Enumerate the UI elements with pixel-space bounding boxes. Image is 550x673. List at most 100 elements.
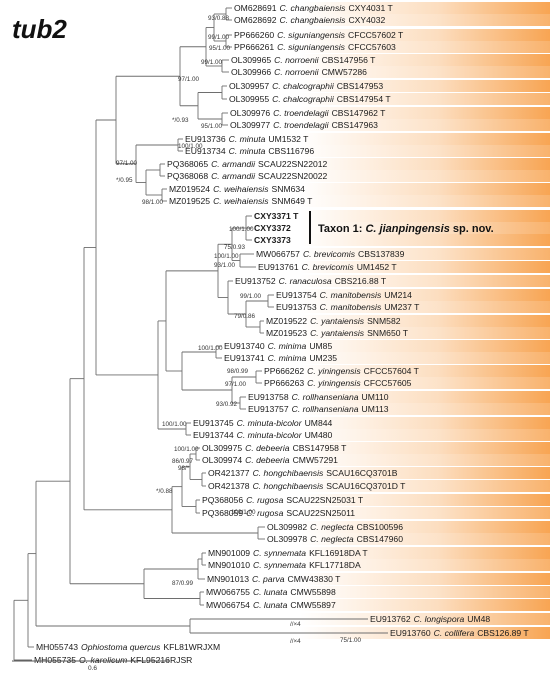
row-band — [300, 417, 550, 429]
tip-accession: MZ019522 — [266, 316, 307, 326]
tip-species: C. lunata — [253, 587, 288, 597]
row-band — [300, 301, 550, 313]
row-band — [300, 340, 550, 352]
tip-label: OL309975 C. debeeria CBS147958 T — [202, 443, 347, 453]
tip-strain: CBS147953 — [337, 81, 384, 91]
tip-species: O. karelicum — [79, 655, 127, 665]
tip-species: C. norroenii — [274, 67, 320, 77]
support-value: 100/1.00 — [174, 446, 199, 453]
tip-strain: UM237 T — [384, 302, 420, 312]
tip-accession: EU913761 — [258, 262, 299, 272]
tip-accession: OL309955 — [229, 94, 269, 104]
row-band — [300, 107, 550, 119]
tip-species: C. manitobensis — [320, 290, 382, 300]
branches — [13, 7, 388, 661]
tip-species: C. brevicomis — [302, 262, 355, 272]
tip-accession: PP666260 — [234, 30, 274, 40]
tip-accession: CXY3373 — [254, 235, 291, 245]
tip-label: EU913736 C. minuta UM1532 T — [185, 134, 309, 144]
tip-strain: CBS137839 — [358, 249, 405, 259]
tip-species: Ophiostoma quercus — [81, 642, 161, 652]
tip-accession: MZ019523 — [266, 328, 307, 338]
support-value: 86/0.97 — [172, 458, 194, 465]
tip-label: MH055735 O. karelicum KFL95216RJSR — [34, 655, 192, 665]
tip-accession: MZ019524 — [169, 184, 210, 194]
tip-label: MN901013 C. parva CMW43830 T — [207, 574, 341, 584]
tip-strain: KFL81WRJXM — [163, 642, 220, 652]
tip-strain: CBS147960 — [357, 534, 404, 544]
tip-accession: EU913736 — [185, 134, 226, 144]
tip-species: C. rugosa — [246, 508, 283, 518]
row-band — [300, 327, 550, 339]
support-value: 100/1.00 — [178, 143, 203, 150]
tip-strain: SCAU22SN22012 — [258, 159, 327, 169]
tip-strain: UM214 — [384, 290, 412, 300]
tip-species: C. minuta — [229, 134, 266, 144]
tip-accession: OL309977 — [230, 120, 270, 130]
tip-accession: MN901010 — [208, 560, 250, 570]
tip-label: EU913757 C. rollhanseniana UM113 — [248, 404, 389, 414]
row-band — [300, 391, 550, 403]
tip-strain: CMW57291 — [293, 455, 339, 465]
tip-accession: OR421378 — [208, 481, 250, 491]
tip-accession: PQ368068 — [167, 171, 208, 181]
support-value: */0.93 — [172, 117, 189, 124]
tip-species: C. debeeria — [245, 443, 290, 453]
tip-strain: CMW55897 — [290, 600, 336, 610]
tip-species: C. changbaiensis — [280, 15, 347, 25]
tip-accession: OL309965 — [231, 55, 271, 65]
tip-accession: PP666263 — [264, 378, 304, 388]
tip-species: C. chalcographii — [272, 94, 335, 104]
tip-species: C. synnemata — [253, 548, 306, 558]
row-band — [300, 365, 550, 377]
tip-strain: SNM634 — [272, 184, 306, 194]
tip-species: C. yantaiensis — [310, 328, 365, 338]
tip-label: EU913741 C. minima UM235 — [224, 353, 337, 363]
support-value: 99/1.00 — [240, 293, 262, 300]
row-band — [300, 145, 550, 157]
row-band — [300, 352, 550, 364]
tip-label: MW066755 C. lunata CMW55898 — [206, 587, 336, 597]
tip-species: C. collifera — [434, 628, 475, 638]
tip-species: C. hongchibaensis — [253, 468, 324, 478]
row-bands — [300, 2, 550, 639]
tip-species: C. hongchibaensis — [253, 481, 324, 491]
row-band — [300, 158, 550, 170]
row-band — [300, 248, 550, 260]
row-band — [300, 586, 550, 598]
tip-strain: UM235 — [309, 353, 337, 363]
row-band — [300, 54, 550, 66]
tip-label: MW066754 C. lunata CMW55897 — [206, 600, 336, 610]
tip-accession: EU913734 — [185, 146, 226, 156]
support-value: 98/1.00 — [142, 199, 164, 206]
tip-label: OL309966 C. norroenii CMW57286 — [231, 67, 367, 77]
tip-species: C. longispora — [414, 614, 465, 624]
tip-species: C. synnemata — [253, 560, 306, 570]
tip-species: C. debeeria — [245, 455, 290, 465]
support-value: 95/1.00 — [201, 123, 223, 130]
tip-label: OL309957 C. chalcographii CBS147953 — [229, 81, 383, 91]
tip-species: C. yantaiensis — [310, 316, 365, 326]
tip-strain: UM1452 T — [357, 262, 398, 272]
tip-accession: CXY3372 — [254, 223, 291, 233]
tip-label: OM628691 C. changbaiensis CXY4031 T — [234, 3, 393, 13]
tip-species: C. rollhanseniana — [292, 392, 359, 402]
figure-title: tub2 — [12, 14, 67, 44]
tip-accession: EU913754 — [276, 290, 317, 300]
row-band — [300, 14, 550, 26]
row-band — [300, 2, 550, 14]
tip-strain: UM113 — [362, 404, 389, 414]
tip-species: C. neglecta — [310, 522, 354, 532]
tip-species: C. weihaiensis — [213, 196, 269, 206]
tip-species: C. brevicomis — [303, 249, 356, 259]
tip-accession: OL309957 — [229, 81, 269, 91]
row-band — [300, 80, 550, 92]
tip-strain: CXY4032 — [348, 15, 385, 25]
support-value: 100/1.00 — [162, 421, 187, 428]
tip-strain: UM48 — [467, 614, 490, 624]
tip-accession: OM628692 — [234, 15, 277, 25]
tip-accession: OL309974 — [202, 455, 242, 465]
tip-strain: UM480 — [305, 430, 333, 440]
row-band — [300, 261, 550, 273]
